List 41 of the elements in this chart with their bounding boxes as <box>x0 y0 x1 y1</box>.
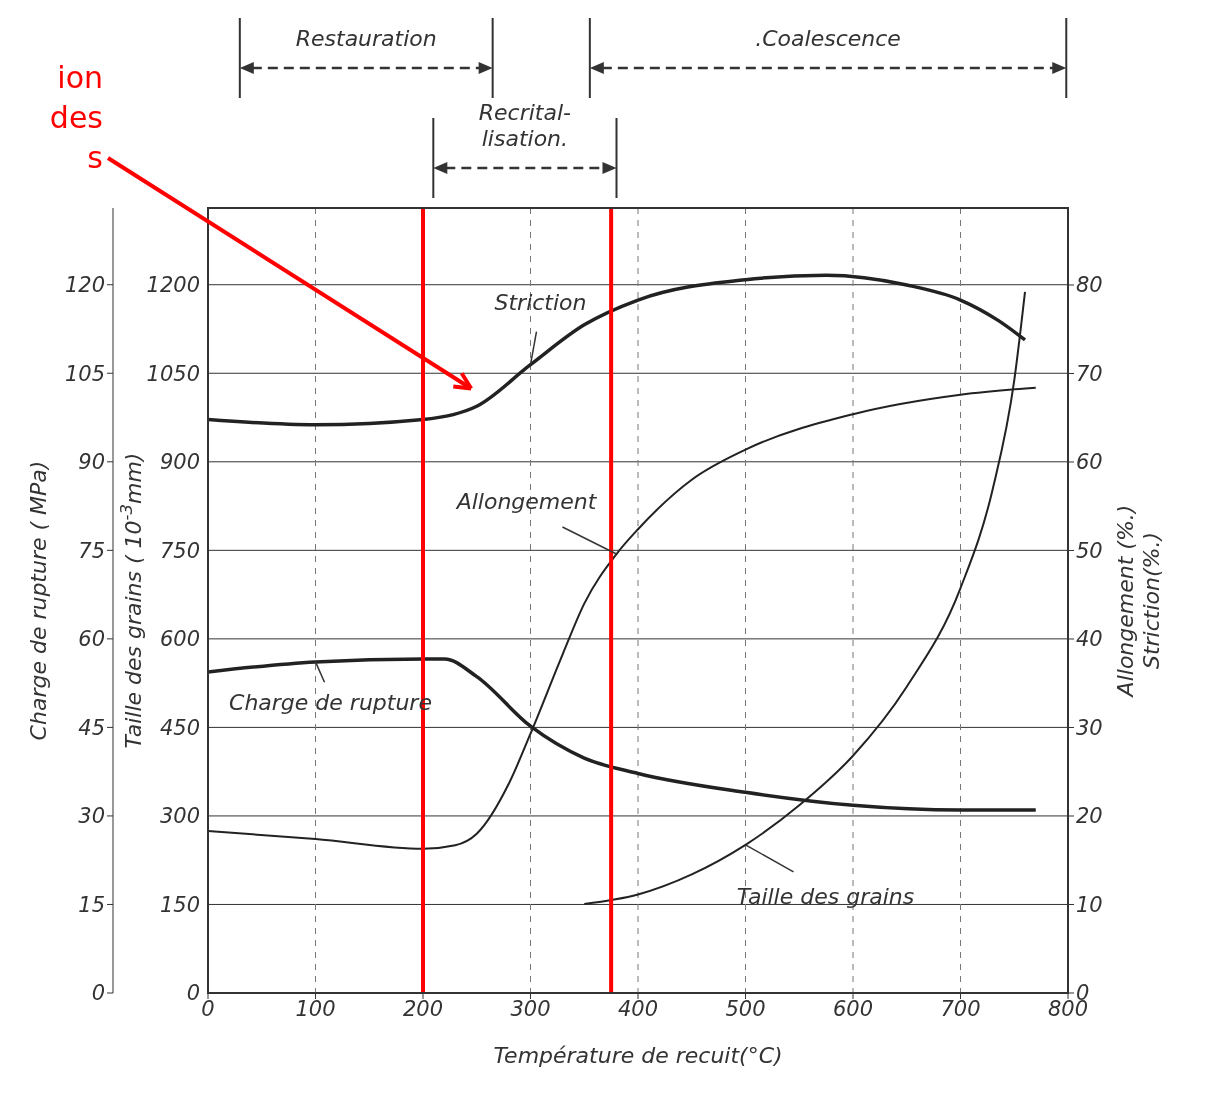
x-tick-label: 600 <box>832 996 874 1021</box>
x-tick-label: 300 <box>510 996 551 1021</box>
x-tick-label: 200 <box>402 996 444 1021</box>
y3-tick-label: 90 <box>78 450 105 475</box>
y3-tick-label: 60 <box>78 627 105 652</box>
x-tick-label: 700 <box>940 996 981 1021</box>
y3-tick-label: 30 <box>78 804 105 829</box>
y-tick-label: 1200 <box>146 273 200 298</box>
y2-axis-title: Allongement (%.) Striction(%.) <box>1113 504 1164 699</box>
y-axis-title: Charge de rupture ( MPa) <box>26 460 51 741</box>
x-tick-label: 500 <box>725 996 766 1021</box>
y-tick-label: 750 <box>159 538 200 563</box>
y2-tick-label: 60 <box>1076 450 1103 475</box>
y3-tick-label: 45 <box>78 715 105 740</box>
y-tick-label: 600 <box>159 627 200 652</box>
y-tick-label: 1050 <box>146 361 200 386</box>
y-tick-label: 900 <box>159 450 200 475</box>
x-tick-label: 400 <box>617 996 659 1021</box>
y3-tick-label: 120 <box>64 273 105 298</box>
x-tick-label: 100 <box>295 996 336 1021</box>
y-tick-label: 450 <box>159 715 200 740</box>
text: ion des s <box>49 60 103 175</box>
series-label: Taille des grains <box>736 883 915 909</box>
y2-tick-label: 30 <box>1076 715 1103 740</box>
text: .Coalescence <box>755 26 901 51</box>
y2-tick-label: 40 <box>1076 627 1103 652</box>
y3-tick-label: 105 <box>64 361 105 386</box>
x-axis-title: Température de recuit(°C) <box>493 1043 783 1068</box>
y-tick-label: 300 <box>159 804 200 829</box>
y-tick-label: 150 <box>159 892 200 917</box>
y2-tick-label: 70 <box>1076 361 1103 386</box>
series-label: Allongement <box>454 489 598 515</box>
y3-tick-label: 75 <box>78 538 105 563</box>
text: Restauration <box>295 26 437 51</box>
y2-tick-label: 80 <box>1076 273 1103 298</box>
y2-tick-label: 50 <box>1076 538 1103 563</box>
y3-tick-label: 15 <box>78 892 105 917</box>
y2-tick-label: 10 <box>1076 892 1103 917</box>
series-label: Striction <box>494 289 587 315</box>
text: Recrital- lisation. <box>478 100 572 151</box>
y2-tick-label: 20 <box>1076 804 1103 829</box>
